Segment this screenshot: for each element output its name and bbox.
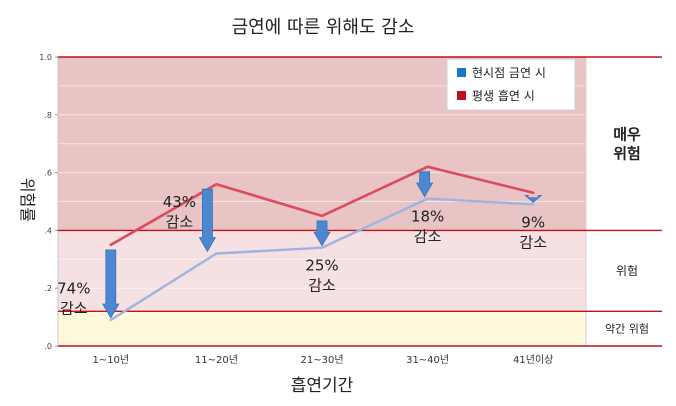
legend-label-lifetime-smoking: 평생 흡연 시 [472, 89, 535, 103]
reduction-arrow-2 [313, 220, 331, 247]
zone-label-0-0: 매우 [613, 125, 641, 143]
x-axis-label: 흡연기간 [291, 376, 354, 396]
x-tick-label: 21~30년 [300, 354, 343, 366]
reduction-arrow-1 [198, 188, 217, 253]
series-line-0 [109, 197, 535, 322]
reduction-word-1: 감소 [166, 213, 194, 231]
legend-box [446, 58, 576, 111]
reduction-arrow-3 [415, 171, 434, 198]
reduction-word-0: 감소 [60, 299, 88, 317]
y-tick-label: .6 [44, 169, 52, 178]
series-line-1 [109, 165, 535, 247]
y-tick-labels: .0 .2 .4 .6 .8 1.0 [39, 53, 58, 351]
x-tick-labels: 1~10년 11~20년 21~30년 31~40년 41년이상 [92, 354, 553, 366]
reduction-arrow-0 [102, 249, 120, 319]
reduction-percent-2: 25% [305, 257, 338, 275]
legend-swatch-current-quit [457, 68, 466, 77]
x-tick-label: 31~40년 [406, 354, 449, 366]
risk-zone-2 [58, 311, 586, 346]
x-tick-label: 11~20년 [195, 354, 238, 366]
reduction-percent-4: 9% [521, 213, 545, 231]
reduction-percent-3: 18% [411, 208, 444, 226]
reduction-labels: 74% 감소 43% 감소 25% 감소 18% 감소 9% 감소 [57, 193, 547, 317]
x-tick-label: 1~10년 [92, 354, 129, 366]
zone-label-1-0: 위험 [616, 264, 638, 278]
zone-label-2-0: 약간 위험 [605, 322, 649, 336]
chart-title: 금연에 따른 위해도 감소 [232, 17, 415, 38]
y-tick-label: .4 [44, 226, 52, 235]
series-lines [109, 165, 535, 322]
reduction-arrows [102, 171, 543, 319]
reduction-percent-0: 74% [57, 279, 90, 297]
y-tick-label: .0 [44, 342, 52, 351]
reduction-arrow-4 [524, 194, 543, 203]
legend: 현시점 금연 시 평생 흡연 시 [446, 58, 576, 111]
reduction-word-4: 감소 [519, 233, 547, 251]
legend-label-current-quit: 현시점 금연 시 [472, 66, 546, 80]
y-tick-label: .2 [44, 284, 52, 293]
zone-label-0-1: 위험 [613, 144, 641, 162]
y-tick-label: 1.0 [39, 53, 52, 62]
legend-swatch-lifetime-smoking [457, 91, 466, 100]
x-tick-label: 41년이상 [513, 354, 553, 366]
reduction-percent-1: 43% [163, 193, 196, 211]
reduction-word-3: 감소 [414, 228, 442, 246]
y-tick-label: .8 [44, 111, 52, 120]
reduction-word-2: 감소 [308, 277, 336, 295]
y-axis-label: 위험률 [18, 178, 37, 222]
